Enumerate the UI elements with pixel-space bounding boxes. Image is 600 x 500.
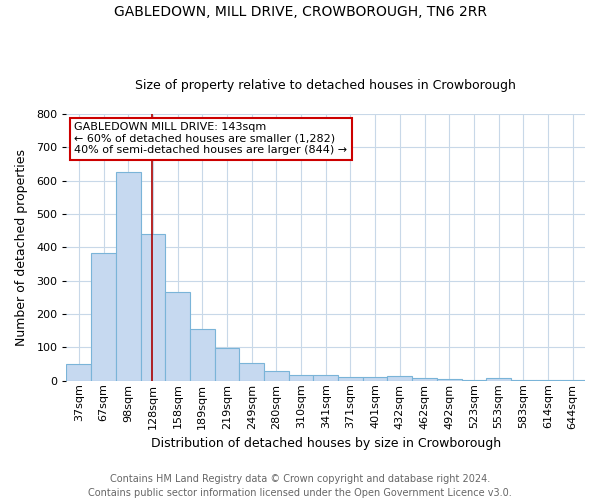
Title: Size of property relative to detached houses in Crowborough: Size of property relative to detached ho… (136, 79, 516, 92)
Bar (67, 364, 91, 381)
Bar (437, 379, 461, 381)
Bar (560, 380, 585, 381)
Bar (140, 234, 165, 381)
Bar (264, 371, 289, 381)
Bar (536, 380, 560, 381)
Bar (215, 348, 239, 381)
Bar (461, 380, 486, 381)
Bar (363, 377, 388, 381)
Text: Contains HM Land Registry data © Crown copyright and database right 2024.
Contai: Contains HM Land Registry data © Crown c… (88, 474, 512, 498)
Bar (412, 378, 437, 381)
Y-axis label: Number of detached properties: Number of detached properties (15, 149, 28, 346)
Bar (388, 376, 412, 381)
Bar (338, 377, 363, 381)
X-axis label: Distribution of detached houses by size in Crowborough: Distribution of detached houses by size … (151, 437, 501, 450)
Bar (190, 329, 215, 381)
Bar (165, 292, 190, 381)
Bar (313, 376, 338, 381)
Bar (511, 380, 536, 381)
Text: GABLEDOWN, MILL DRIVE, CROWBOROUGH, TN6 2RR: GABLEDOWN, MILL DRIVE, CROWBOROUGH, TN6 … (113, 5, 487, 19)
Text: GABLEDOWN MILL DRIVE: 143sqm
← 60% of detached houses are smaller (1,282)
40% of: GABLEDOWN MILL DRIVE: 143sqm ← 60% of de… (74, 122, 347, 155)
Bar (239, 363, 264, 381)
Bar (289, 375, 313, 381)
Bar (486, 378, 511, 381)
Bar (116, 172, 140, 381)
Bar (91, 253, 116, 381)
